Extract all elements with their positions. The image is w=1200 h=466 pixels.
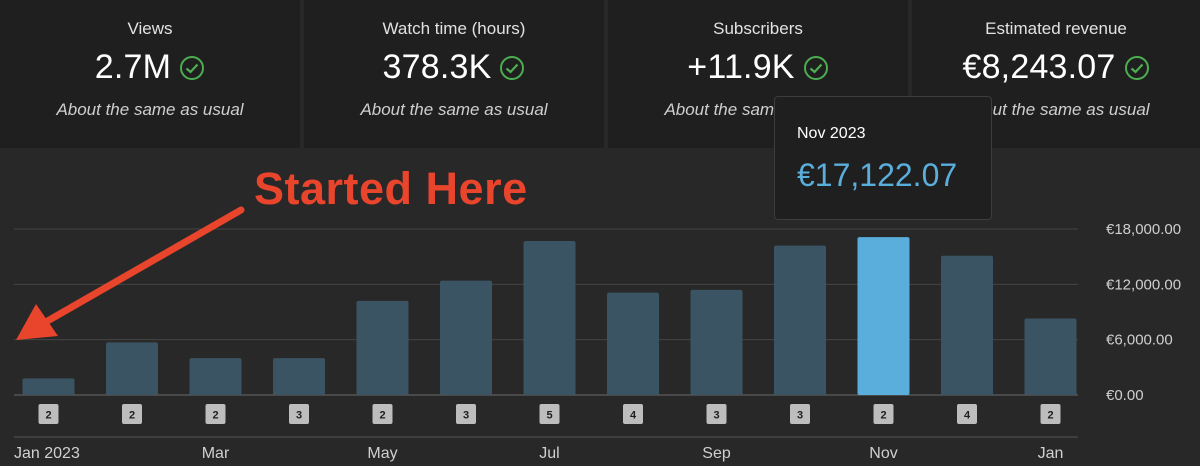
- annotation-arrow-icon: [16, 206, 245, 340]
- bar-apr[interactable]: [273, 358, 325, 395]
- y-tick-label: €18,000.00: [1106, 221, 1181, 238]
- bar-mar[interactable]: [189, 358, 242, 395]
- badge-label: 3: [713, 410, 719, 422]
- annotation-label: Started Here: [254, 163, 528, 214]
- badge-label: 2: [1047, 410, 1053, 422]
- badge-label: 2: [880, 410, 886, 422]
- badge-label: 3: [797, 410, 803, 422]
- x-tick-label: Mar: [202, 445, 230, 462]
- badge: [289, 404, 309, 424]
- badge-label: 3: [296, 410, 302, 422]
- check-circle-icon: [180, 55, 205, 80]
- bar-jan[interactable]: [1024, 318, 1077, 395]
- card-value: €8,243.07: [962, 48, 1116, 86]
- badge: [38, 404, 59, 424]
- badge-label: 2: [129, 410, 135, 422]
- card-views[interactable]: Views 2.7M About the same as usual: [0, 0, 300, 148]
- badge: [790, 404, 810, 424]
- bar-may[interactable]: [356, 300, 409, 395]
- badge: [372, 404, 393, 424]
- badge-label: 4: [964, 410, 971, 422]
- card-label: Views: [127, 19, 173, 38]
- card-note: About the same as usual: [962, 100, 1150, 119]
- card-label: Estimated revenue: [985, 19, 1127, 38]
- badge: [539, 404, 560, 424]
- badge: [1040, 404, 1061, 424]
- y-tick-label: €12,000.00: [1106, 276, 1181, 293]
- x-tick-label: Sep: [702, 445, 731, 462]
- revenue-chart-area: €0.00 €6,000.00 €12,000.00 €18,000.00 2 2 2 3 2 3…: [0, 148, 1200, 466]
- badge: [706, 404, 727, 424]
- card-note: About the same as usual: [56, 100, 244, 119]
- card-label: Watch time (hours): [382, 19, 526, 38]
- badge: [957, 404, 977, 424]
- bar-sep[interactable]: [690, 289, 743, 395]
- badge: [456, 404, 476, 424]
- badge: [623, 404, 643, 424]
- check-circle-icon: [803, 55, 828, 80]
- check-circle-icon: [500, 55, 525, 80]
- card-value: 378.3K: [382, 48, 492, 86]
- card-watch-time[interactable]: Watch time (hours) 378.3K About the same…: [304, 0, 604, 148]
- badge-label: 2: [379, 410, 385, 422]
- badge-label: 2: [212, 410, 218, 422]
- revenue-bar-chart: €0.00 €6,000.00 €12,000.00 €18,000.00 2 2 2 3 2 3…: [14, 221, 1181, 462]
- badge-label: 3: [463, 410, 469, 422]
- y-tick-label: €0.00: [1106, 387, 1144, 404]
- chart-tooltip: Nov 2023 €17,122.07: [774, 96, 992, 220]
- badge: [205, 404, 226, 424]
- y-tick-label: €6,000.00: [1106, 332, 1173, 349]
- x-tick-label: Jan: [1038, 445, 1064, 462]
- badge-label: 2: [45, 410, 51, 422]
- badge-label: 4: [630, 410, 637, 422]
- badge: [873, 404, 894, 424]
- card-value: +11.9K: [687, 48, 795, 86]
- tooltip-month: Nov 2023: [797, 125, 866, 142]
- bar-feb[interactable]: [106, 342, 158, 395]
- bar-jul[interactable]: [523, 240, 576, 395]
- tooltip-value: €17,122.07: [797, 157, 958, 193]
- badge: [122, 404, 142, 424]
- x-tick-label: Jan 2023: [14, 445, 80, 462]
- metric-cards: Views 2.7M About the same as usual Watch…: [0, 0, 1200, 148]
- bar-oct[interactable]: [774, 245, 826, 395]
- card-label: Subscribers: [713, 19, 803, 38]
- bar-dec[interactable]: [941, 255, 993, 395]
- card-note: About the same as usual: [360, 100, 548, 119]
- bar-jun[interactable]: [440, 280, 492, 395]
- badge-label: 5: [546, 410, 552, 422]
- x-tick-label: May: [367, 445, 397, 462]
- bar-jan-2023[interactable]: [22, 378, 75, 395]
- bar-aug[interactable]: [607, 292, 659, 395]
- card-value: 2.7M: [94, 48, 172, 86]
- bar-nov[interactable]: [857, 237, 910, 395]
- check-circle-icon: [1124, 55, 1149, 80]
- card-subscribers[interactable]: Subscribers +11.9K About the same as usu…: [608, 0, 908, 148]
- x-tick-label: Nov: [869, 445, 897, 462]
- x-tick-label: Jul: [539, 445, 559, 462]
